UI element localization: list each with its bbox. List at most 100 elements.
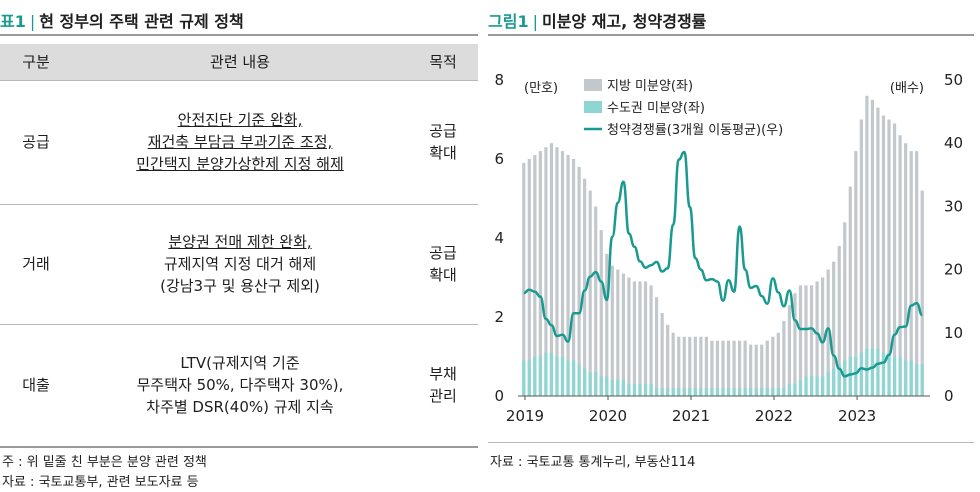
local-unsold-bar — [832, 261, 836, 396]
capital-unsold-bar — [693, 388, 697, 396]
purpose-line: 확대 — [429, 144, 457, 162]
local-unsold-bar — [726, 340, 731, 396]
capital-unsold-bar — [682, 388, 686, 396]
local-unsold-bar — [654, 297, 659, 396]
local-unsold-bar — [682, 336, 686, 396]
purpose-line: 확대 — [429, 266, 457, 284]
local-unsold-bar — [870, 99, 875, 396]
local-unsold-bar — [771, 336, 775, 396]
capital-unsold-bar — [749, 388, 753, 396]
capital-unsold-bar — [815, 376, 819, 396]
local-unsold-bar — [544, 147, 548, 396]
local-unsold-bar — [649, 285, 653, 396]
capital-unsold-bar — [715, 388, 720, 396]
capital-unsold-bar — [821, 376, 825, 396]
content-line: 분양권 전매 제한 완화, — [168, 233, 312, 251]
content-line: 규제지역 지정 대거 해제 — [163, 255, 317, 273]
x-axis-tick: 2023 — [838, 407, 876, 425]
capital-unsold-bars — [522, 348, 924, 396]
row-category-supply: 공급 — [22, 133, 50, 151]
capital-unsold-bar — [793, 384, 797, 396]
capital-unsold-bar — [848, 356, 852, 396]
local-unsold-bar — [588, 190, 592, 396]
capital-unsold-bar — [726, 388, 731, 396]
purpose-line: 관리 — [429, 387, 457, 405]
row-category-loan: 대출 — [22, 376, 50, 394]
content-line: 무주택자 50%, 다주택자 30%), — [136, 376, 344, 394]
capital-unsold-bar — [782, 388, 786, 396]
local-unsold-bar — [876, 107, 880, 397]
table-header-row — [0, 44, 478, 80]
local-unsold-bar — [821, 277, 825, 396]
capital-unsold-bar — [621, 380, 625, 396]
row-purpose-trade: 공급 확대 — [408, 204, 478, 324]
capital-unsold-bar — [771, 388, 775, 396]
row-divider — [0, 204, 478, 205]
local-unsold-bar — [793, 293, 797, 396]
local-unsold-bar — [549, 143, 554, 396]
local-unsold-bar — [859, 119, 863, 396]
capital-unsold-bar — [843, 360, 847, 396]
capital-unsold-bar — [660, 388, 664, 396]
local-unsold-bar — [699, 336, 703, 396]
content-line: 차주별 DSR(40%) 규제 지속 — [146, 398, 334, 416]
local-unsold-bar — [610, 265, 614, 396]
local-unsold-bar — [560, 151, 565, 396]
capital-unsold-bar — [738, 388, 742, 396]
table-title-number: 표1 — [0, 12, 26, 31]
local-unsold-bar — [571, 159, 576, 396]
content-line: 민간택지 분양가상한제 지정 해제 — [136, 155, 344, 173]
local-unsold-bar — [632, 281, 637, 396]
header-content: 관련 내용 — [210, 53, 270, 71]
legend-line-label: 청약경쟁률(3개월 이동평균)(우) — [607, 123, 783, 138]
capital-unsold-bar — [632, 384, 637, 396]
purpose-line: 공급 — [429, 122, 457, 140]
local-unsold-bar — [671, 332, 675, 396]
right-axis-tick: 10 — [944, 324, 963, 342]
capital-unsold-bar — [549, 352, 554, 396]
local-unsold-bar — [732, 340, 736, 396]
local-unsold-bar — [782, 320, 786, 396]
capital-unsold-bar — [538, 356, 542, 396]
table-source: 자료 : 국토교통부, 관련 보도자료 등 — [2, 475, 199, 490]
capital-unsold-bar — [699, 388, 703, 396]
capital-unsold-bar — [560, 356, 565, 396]
capital-unsold-bar — [765, 388, 769, 396]
capital-unsold-bar — [754, 388, 758, 396]
row-category-trade: 거래 — [22, 255, 50, 273]
local-unsold-bar — [693, 336, 697, 396]
capital-unsold-bar — [898, 356, 902, 396]
capital-unsold-bar — [599, 376, 603, 396]
x-axis-tick: 2021 — [672, 407, 710, 425]
right-axis-tick: 0 — [944, 387, 954, 405]
purpose-line: 공급 — [429, 244, 457, 262]
local-unsold-bar — [660, 313, 664, 396]
capital-unsold-bar — [533, 356, 537, 396]
content-line: LTV(규제지역 기준 — [180, 354, 300, 372]
capital-unsold-bar — [638, 384, 642, 396]
capital-unsold-bar — [588, 372, 592, 396]
figure-source: 자료 : 국토교통 통계누리, 부동산114 — [490, 455, 696, 470]
local-unsold-bar — [621, 273, 625, 396]
capital-unsold-bar — [522, 360, 526, 396]
capital-unsold-bar — [892, 356, 897, 396]
local-unsold-bar — [776, 332, 780, 396]
local-unsold-bars — [522, 95, 924, 397]
local-unsold-bar — [749, 344, 753, 396]
figure-title-number: 그림1 — [488, 12, 529, 31]
local-unsold-bar — [599, 230, 603, 396]
local-unsold-bar — [743, 340, 747, 396]
legend-capital-label: 수도권 미분양(좌) — [607, 101, 705, 116]
capital-unsold-bar — [583, 368, 587, 396]
local-unsold-bar — [688, 336, 692, 396]
local-unsold-bar — [715, 340, 720, 396]
local-unsold-bar — [555, 147, 559, 396]
capital-unsold-bar — [865, 348, 869, 396]
capital-unsold-bar — [566, 360, 570, 396]
local-unsold-bar — [881, 115, 886, 397]
local-unsold-bar — [754, 344, 758, 396]
capital-unsold-bar — [677, 388, 681, 396]
capital-unsold-bar — [710, 388, 714, 396]
local-unsold-bar — [643, 281, 648, 396]
capital-unsold-bar — [610, 380, 614, 396]
